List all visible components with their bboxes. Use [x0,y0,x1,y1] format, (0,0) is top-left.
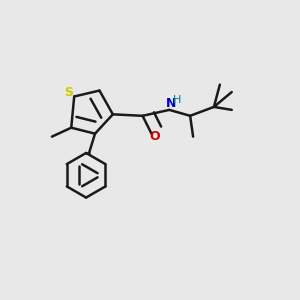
Text: S: S [64,86,74,99]
Text: N: N [166,97,176,110]
Text: O: O [150,130,160,143]
Text: H: H [172,95,181,105]
